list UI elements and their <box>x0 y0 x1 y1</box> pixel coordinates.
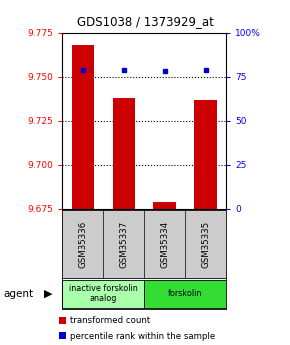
Bar <box>144 280 226 307</box>
Text: transformed count: transformed count <box>70 316 151 325</box>
Text: ▶: ▶ <box>44 289 52 298</box>
Text: GSM35334: GSM35334 <box>160 220 169 268</box>
Text: GSM35335: GSM35335 <box>201 220 210 268</box>
Bar <box>113 98 135 209</box>
Text: agent: agent <box>3 289 33 298</box>
Bar <box>62 280 144 307</box>
Bar <box>153 202 176 209</box>
Text: GDS1038 / 1373929_at: GDS1038 / 1373929_at <box>77 16 213 29</box>
Text: forskolin: forskolin <box>168 289 202 298</box>
Bar <box>195 100 217 209</box>
Text: inactive forskolin
analog: inactive forskolin analog <box>69 284 138 303</box>
Text: GSM35336: GSM35336 <box>78 220 87 268</box>
Text: GSM35337: GSM35337 <box>119 220 128 268</box>
Bar <box>72 45 94 209</box>
Text: percentile rank within the sample: percentile rank within the sample <box>70 332 215 341</box>
